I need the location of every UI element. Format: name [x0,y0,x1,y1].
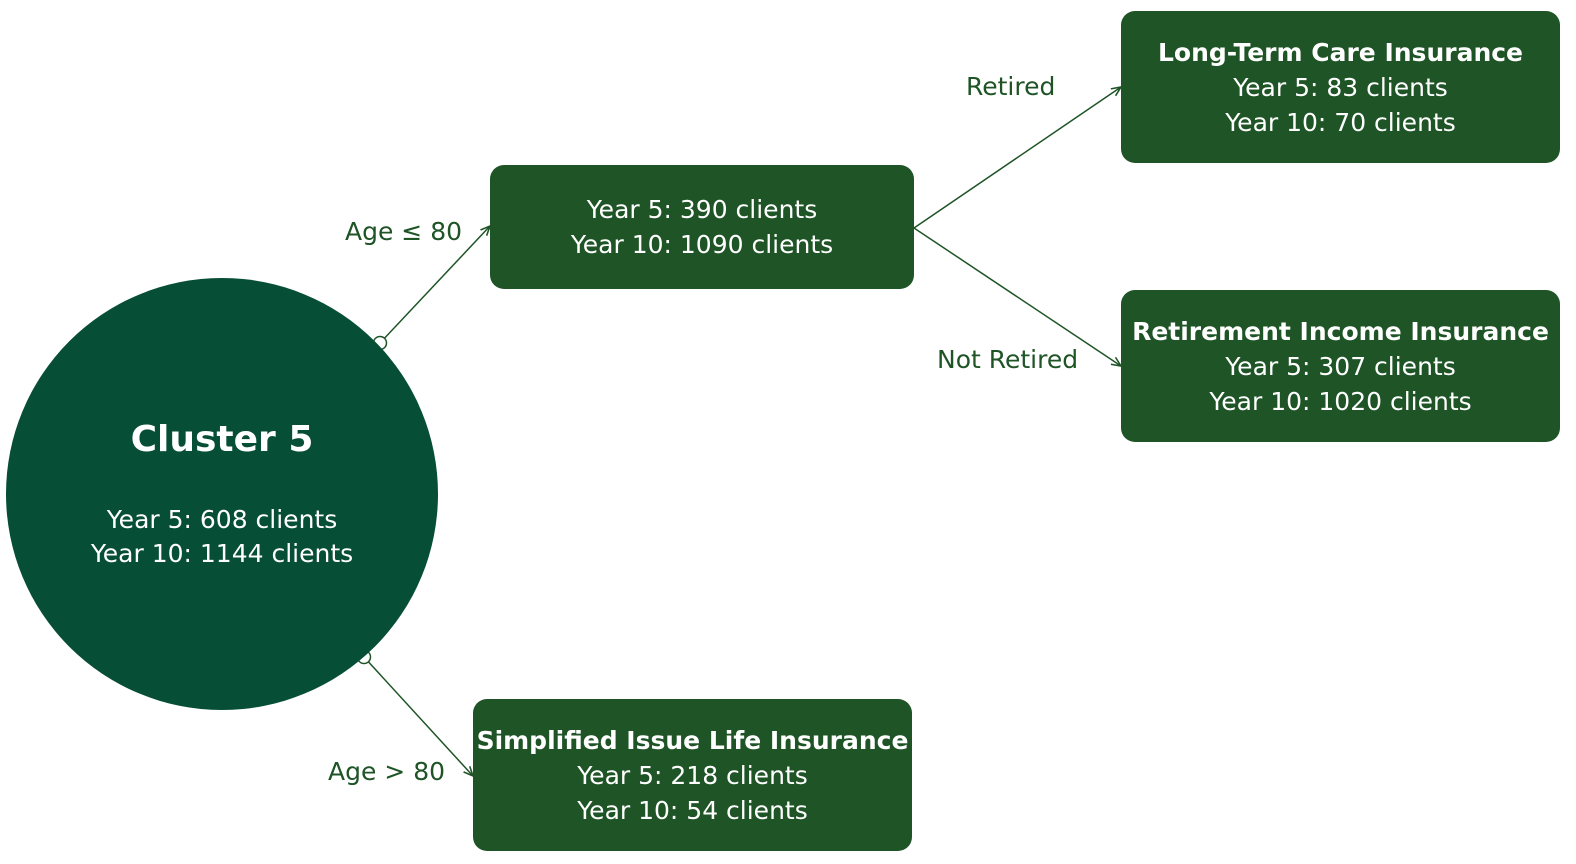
node-simplified-issue-year5: Year 5: 218 clients [577,760,808,790]
node-simplified-issue-life-insurance: Simplified Issue Life Insurance Year 5: … [473,699,912,851]
node-age-le-80-year10: Year 10: 1090 clients [570,230,834,259]
root-node-year10: Year 10: 1144 clients [90,539,354,568]
node-long-term-care-title: Long-Term Care Insurance [1157,37,1524,67]
edge-label-age-le-80: Age ≤ 80 [345,217,463,246]
node-retirement-income-title: Retirement Income Insurance [1132,316,1549,346]
root-node-stats: Year 5: 608 clients Year 10: 1144 client… [6,503,438,571]
root-node-year5: Year 5: 608 clients [106,505,338,534]
node-simplified-issue-title: Simplified Issue Life Insurance [476,725,909,755]
node-age-le-80: Year 5: 390 clients Year 10: 1090 client… [490,165,914,289]
edge-line-age-le-80 [379,226,490,344]
edge-line-retired [913,87,1121,229]
node-simplified-issue-year10: Year 10: 54 clients [577,795,808,825]
edge-line-age-gt-80 [363,656,473,776]
node-long-term-care-insurance: Long-Term Care Insurance Year 5: 83 clie… [1121,11,1560,163]
node-long-term-care-year10: Year 10: 70 clients [1225,107,1456,137]
edge-line-not-retired [913,227,1121,366]
node-retirement-income-year5: Year 5: 307 clients [1225,351,1456,381]
edge-label-age-gt-80: Age > 80 [328,757,446,786]
root-node-cluster-5: Cluster 5 Year 5: 608 clients Year 10: 1… [6,278,438,710]
node-long-term-care-year5: Year 5: 83 clients [1233,72,1448,102]
node-age-le-80-year5: Year 5: 390 clients [586,195,818,224]
edge-label-not-retired: Not Retired [937,345,1079,374]
node-retirement-income-insurance: Retirement Income Insurance Year 5: 307 … [1121,290,1560,442]
edge-label-retired: Retired [966,72,1056,101]
node-retirement-income-year10: Year 10: 1020 clients [1209,386,1472,416]
root-node-title: Cluster 5 [130,419,314,460]
